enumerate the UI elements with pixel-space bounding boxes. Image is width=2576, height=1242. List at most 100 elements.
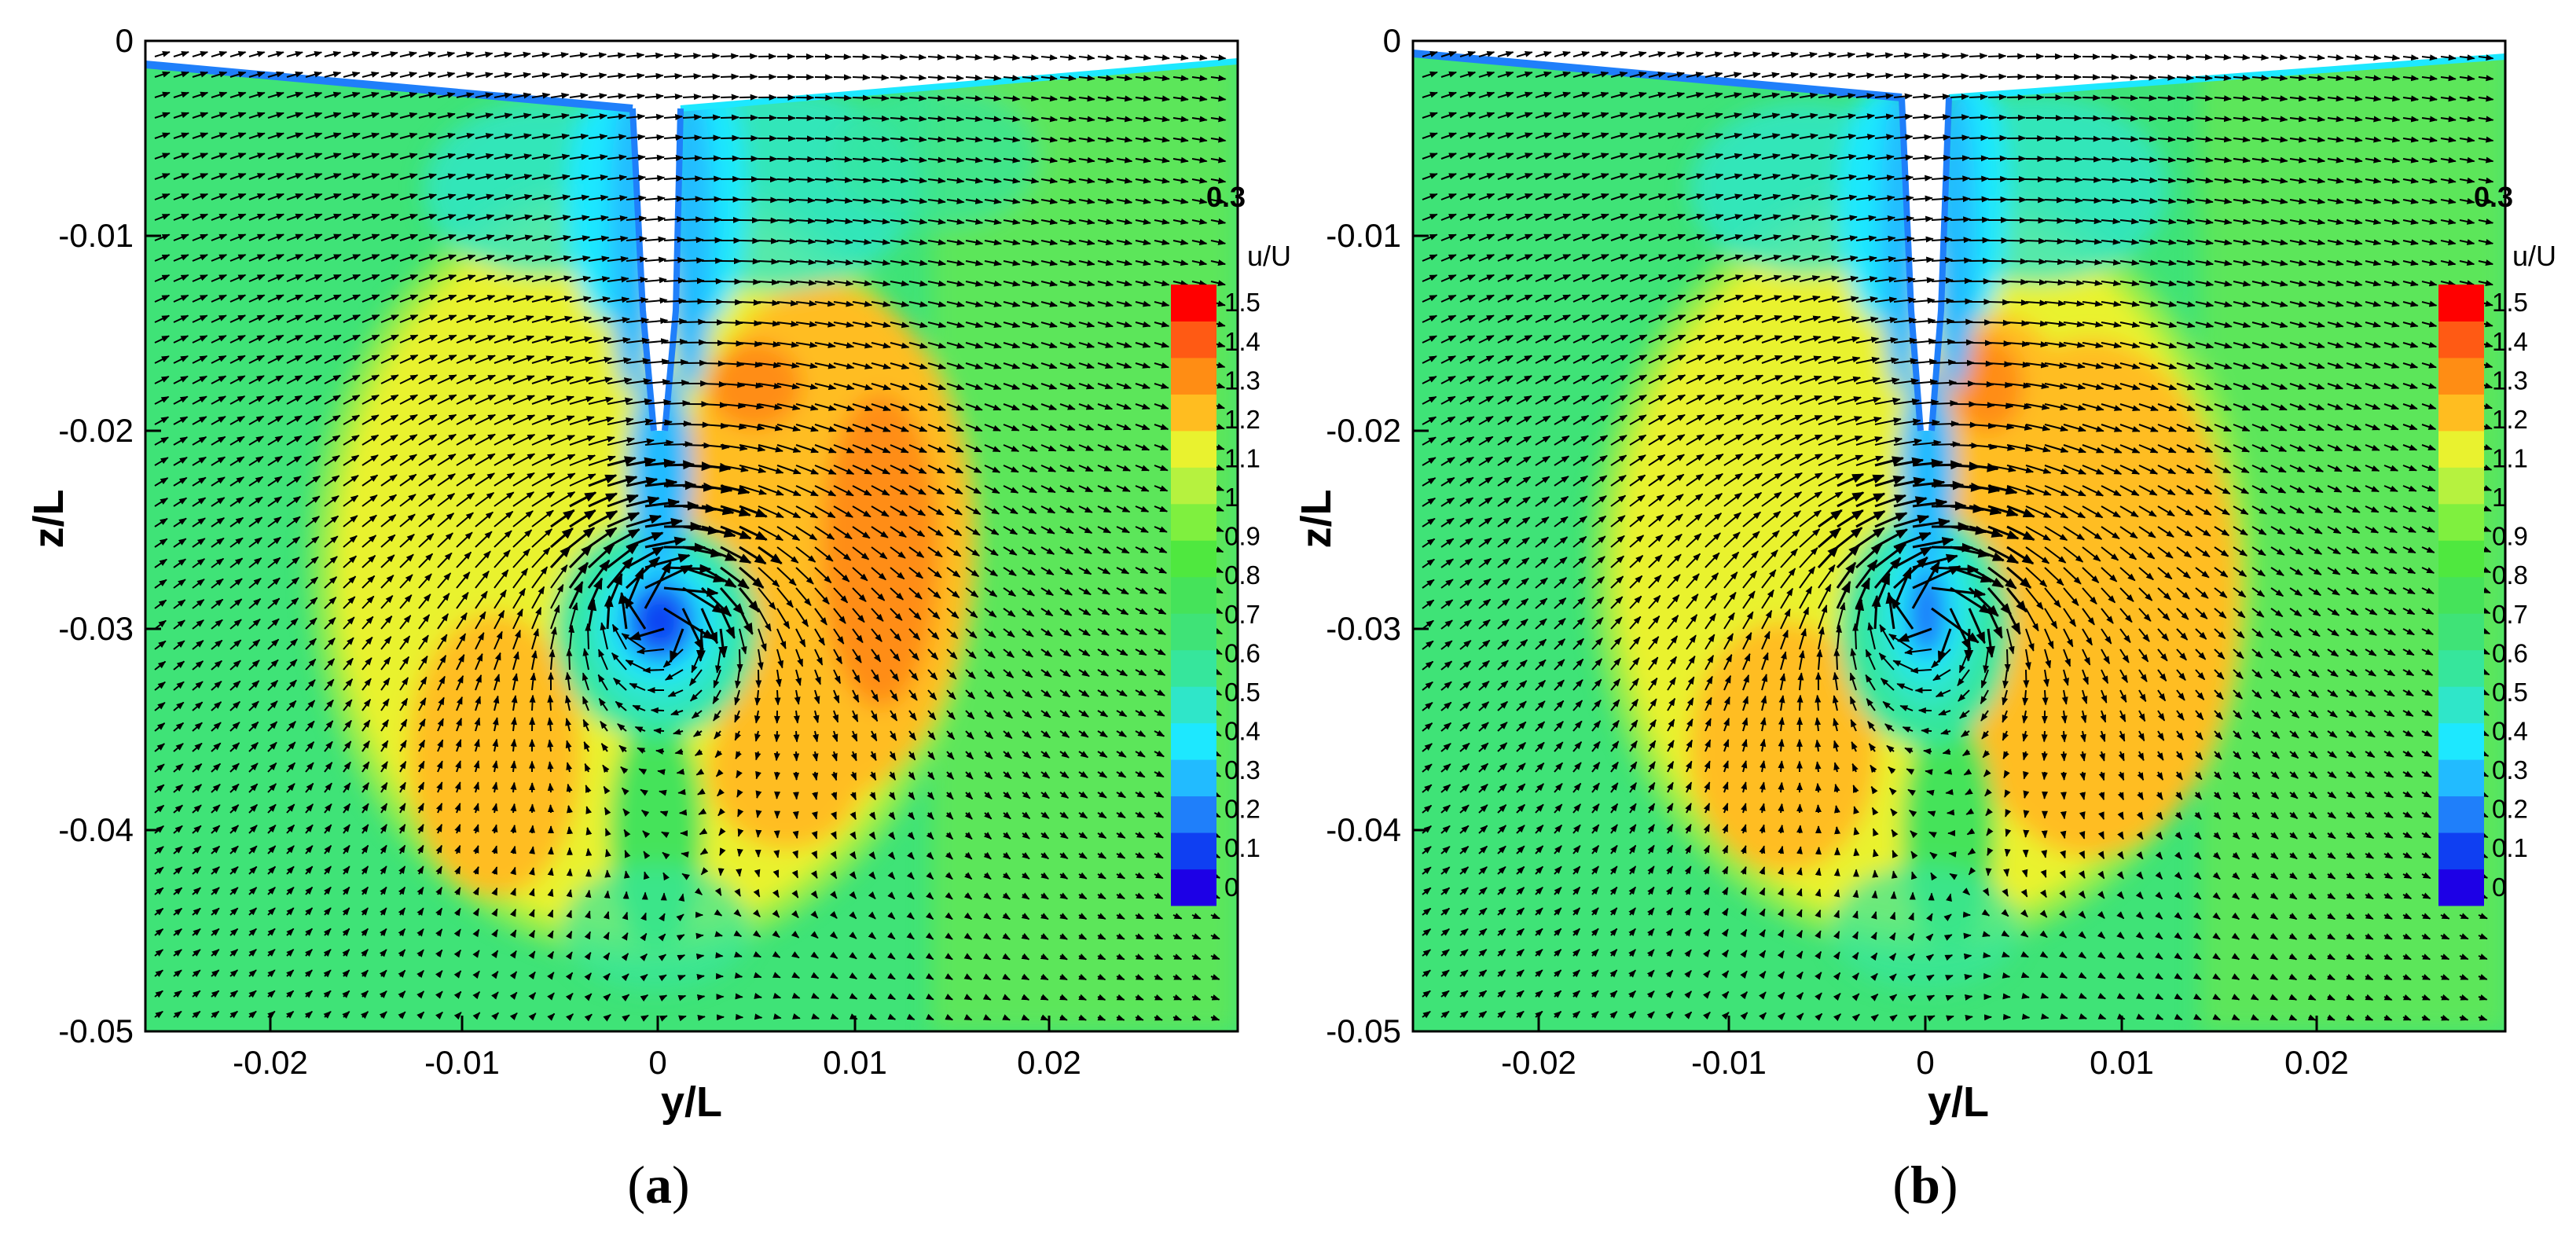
velocity-arrow [2082,94,2101,101]
colorbar-swatch [1171,430,1216,468]
velocity-arrow [1950,257,1972,264]
velocity-arrow [1852,623,1859,650]
colorbar-swatch [1171,394,1216,432]
colorbar-a: 0.3 u/U 1.51.41.31.21.110.90.80.70.60.50… [1171,181,1291,906]
velocity-arrow [547,694,554,711]
velocity-arrow [566,648,573,671]
contour-field-a [145,41,1238,1031]
velocity-arrow [642,667,665,674]
velocity-arrow [776,176,797,183]
velocity-arrow [1921,727,1932,734]
velocity-arrow [677,788,686,796]
velocity-arrow [653,727,665,734]
colorbar-tick-label: 0.4 [1224,716,1260,745]
velocity-arrow [1987,319,2011,326]
velocity-arrow [814,94,834,101]
velocity-arrow [2041,751,2048,762]
velocity-arrow [852,115,872,122]
velocity-arrow [682,155,703,162]
velocity-arrow [720,155,740,162]
velocity-arrow [2041,730,2048,743]
velocity-arrow [720,53,739,60]
velocity-arrow [603,910,610,920]
velocity-arrow [2119,115,2139,122]
velocity-arrow [699,828,708,836]
colorbar-tick-label: 0.2 [1224,795,1260,824]
velocity-arrow [700,867,709,876]
velocity-arrow [833,74,852,81]
velocity-arrow [547,846,554,855]
velocity-arrow [793,751,800,762]
colorbar-tick-label: 1.4 [1224,327,1260,356]
colorbar-swatch [1171,613,1216,651]
colorbar-title-a: u/U [1247,240,1291,272]
velocity-arrow [1925,769,1933,776]
velocity-arrow [677,954,686,961]
velocity-arrow [682,114,703,121]
velocity-arrow [753,972,762,979]
velocity-arrow [701,114,721,121]
velocity-arrow [2101,156,2120,163]
velocity-arrow [677,994,687,1001]
velocity-arrow [682,257,705,264]
velocity-arrow [662,872,670,881]
velocity-arrow [739,278,761,285]
velocity-arrow [2023,810,2030,818]
velocity-arrow [1950,237,1972,244]
velocity-arrow [1945,788,1954,796]
velocity-arrow [643,871,650,880]
colorbar-swatch [1171,759,1216,797]
colorbar-swatch [1171,285,1216,322]
velocity-arrow [2082,115,2101,122]
colorbar-tick-label: 0.9 [1224,522,1260,551]
colorbar-tick-label: 1.1 [1224,444,1260,473]
velocity-arrow [2006,258,2028,265]
velocity-arrow [754,993,762,999]
velocity-arrow [1969,175,1990,182]
velocity-arrow [657,769,666,776]
velocity-arrow [2025,217,2046,224]
velocity-arrow [753,888,761,898]
velocity-arrow [792,830,799,840]
velocity-arrow [871,74,890,81]
velocity-arrow [547,782,554,793]
velocity-arrow [566,889,573,898]
velocity-arrow [2025,258,2047,265]
velocity-arrow [662,851,670,860]
velocity-arrow [2101,74,2119,81]
y-tick-a-3: -0.03 [58,610,134,647]
x-axis-label-a: y/L [661,1078,722,1126]
y-axis-label-a: z/L [25,490,72,549]
x-tick-a-2: 0 [648,1044,666,1081]
colorbar-tick-label: 0.6 [1224,638,1260,667]
velocity-arrow [772,1013,782,1020]
velocity-arrow [661,831,670,839]
velocity-arrow [1950,175,1971,182]
velocity-arrow [733,909,742,917]
velocity-arrow [529,803,536,814]
velocity-arrow [622,911,629,920]
velocity-arrow [701,53,721,60]
velocity-arrow [754,1013,763,1020]
velocity-arrow [529,825,536,834]
velocity-arrow [1987,53,2007,60]
colorbar-tick-label: 0.5 [1224,678,1260,707]
velocity-arrow [1969,237,1991,244]
velocity-arrow [758,217,779,224]
velocity-arrow [2157,74,2176,81]
velocity-arrow [1969,155,1989,162]
velocity-arrow [547,867,554,876]
reference-vector-label-a: 0.3 [1206,181,1246,213]
velocity-arrow [2101,135,2120,142]
velocity-arrow [1969,216,1991,223]
velocity-arrow [833,94,853,101]
velocity-arrow [793,771,800,781]
velocity-arrow [795,176,816,183]
velocity-arrow [720,73,739,80]
velocity-arrow [2006,53,2026,60]
x-tick-a-4: 0.02 [1017,1044,1081,1081]
velocity-arrow [736,649,743,672]
velocity-arrow [2063,135,2082,142]
velocity-arrow [795,135,815,142]
